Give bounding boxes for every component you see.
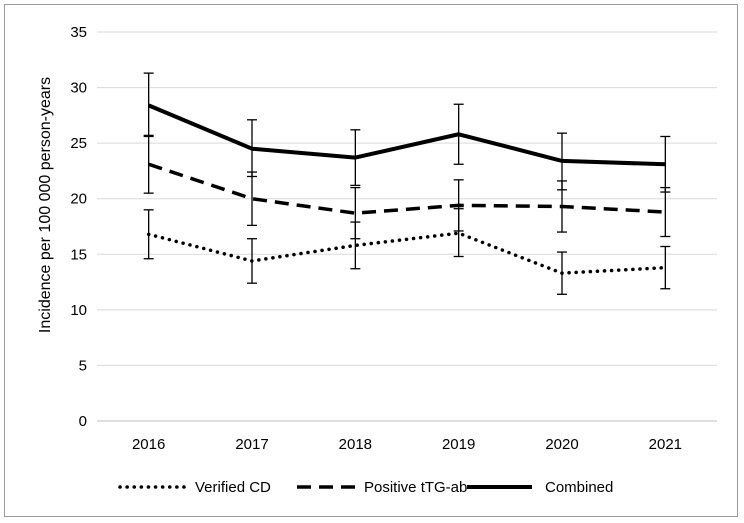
error-bar-verified-cd	[660, 245, 671, 290]
y-axis-label: Incidence per 100 000 person-years	[37, 77, 54, 333]
x-tick-label: 2016	[132, 436, 165, 453]
legend: Verified CD Positive tTG-ab Combined	[118, 479, 613, 496]
y-tick-label: 30	[70, 80, 87, 97]
error-bar-positive-ttg-ab	[350, 186, 361, 240]
y-tick-label: 10	[70, 302, 87, 319]
x-tick-label: 2021	[649, 436, 682, 453]
series-lines	[146, 103, 668, 275]
x-tick-label: 2019	[442, 436, 475, 453]
y-tick-label: 20	[70, 191, 87, 208]
error-bar-positive-ttg-ab	[660, 186, 671, 238]
y-axis-ticks: 0 5 10 15 20 25 30 35	[70, 24, 87, 430]
error-bar-combined	[660, 135, 671, 193]
y-tick-label: 0	[79, 413, 87, 430]
series-line-verified-cd	[146, 231, 668, 275]
x-tick-label: 2018	[339, 436, 372, 453]
x-tick-label: 2020	[545, 436, 578, 453]
x-tick-label: 2017	[235, 436, 268, 453]
series-line-positive-ttg-ab	[148, 162, 666, 215]
legend-item-verified-cd: Verified CD	[118, 479, 271, 496]
legend-item-combined: Combined	[467, 479, 613, 496]
x-axis-ticks: 2016 2017 2018 2019 2020 2021	[132, 436, 682, 453]
chart-frame: 0 5 10 15 20 25 30 35 2016 2017 2018 2019 2020 2021 …	[4, 4, 738, 517]
gridlines	[97, 31, 717, 422]
legend-label: Positive tTG-ab	[364, 479, 467, 496]
y-tick-label: 25	[70, 135, 87, 152]
series-line-combined	[147, 103, 666, 167]
y-tick-label: 5	[79, 357, 87, 374]
legend-item-positive-ttg-ab: Positive tTG-ab	[297, 479, 467, 496]
y-tick-label: 35	[70, 24, 87, 41]
legend-label: Verified CD	[195, 479, 271, 496]
y-tick-label: 15	[70, 246, 87, 263]
legend-label: Combined	[545, 479, 613, 496]
error-bars	[143, 72, 671, 295]
error-bar-combined	[143, 72, 154, 138]
